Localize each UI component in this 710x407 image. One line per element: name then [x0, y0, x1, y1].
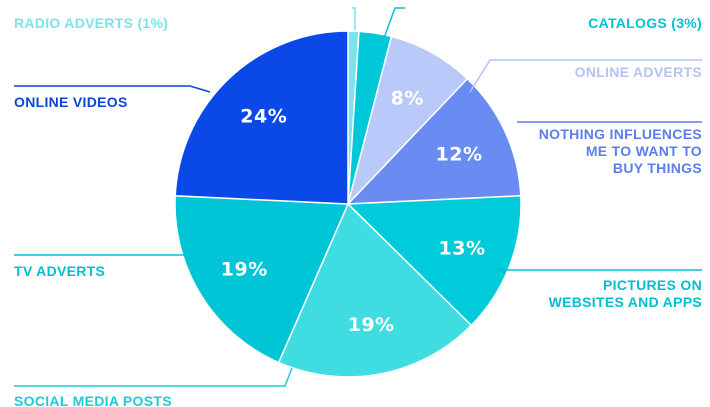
slice-category-label: ONLINE ADVERTS — [575, 64, 702, 80]
slice-category-label: CATALOGS (3%) — [588, 15, 702, 31]
slice-category-label: RADIO ADVERTS (1%) — [14, 15, 168, 31]
slice-percent-label: 12% — [436, 143, 483, 165]
leader-lines — [14, 7, 702, 387]
slice-category-label-line: PICTURES ON — [603, 277, 702, 293]
leader-line — [383, 7, 405, 39]
slice-category-label-line: NOTHING INFLUENCES — [539, 126, 702, 142]
slice-category-label: NOTHING INFLUENCES ME TO WANT TO BUY THING… — [539, 126, 702, 176]
slice-category-label-line: BUY THINGS — [613, 160, 702, 176]
percentage-labels: 8% 12% 13% 19% 19% 24% — [221, 87, 486, 336]
slice-percent-label: 8% — [391, 87, 424, 109]
leader-line — [469, 59, 702, 93]
pie-slice — [346, 194, 522, 327]
slice-category-label-line: CATALOGS (3%) — [588, 15, 702, 31]
slice-category-label: ONLINE VIDEOS — [14, 94, 128, 110]
pie-slice — [277, 202, 473, 378]
slice-percent-label: 19% — [221, 258, 268, 280]
pie-slice — [174, 30, 349, 205]
leader-line — [14, 85, 211, 93]
slice-percent-label: 19% — [348, 314, 395, 336]
pie-slices — [174, 30, 522, 378]
slice-category-label-line: SOCIAL MEDIA POSTS — [14, 393, 172, 407]
slice-category-label-line: ONLINE VIDEOS — [14, 94, 128, 110]
slice-category-label: SOCIAL MEDIA POSTS — [14, 393, 172, 407]
pie-slice — [174, 194, 350, 364]
category-labels: RADIO ADVERTS (1%) CATALOGS (3%) ONLINE AD… — [14, 15, 702, 407]
slice-category-label: TV ADVERTS — [14, 263, 105, 279]
slice-category-label-line: ME TO WANT TO — [586, 143, 702, 159]
leader-line — [352, 7, 356, 30]
pie-slice — [346, 77, 522, 205]
slice-category-label-line: TV ADVERTS — [14, 263, 105, 279]
slice-category-label: PICTURES ON WEBSITES AND APPS — [549, 277, 702, 310]
slice-percent-label: 24% — [240, 106, 287, 128]
pie-slice — [346, 35, 469, 207]
slice-category-label-line: WEBSITES AND APPS — [549, 294, 702, 310]
leader-line — [14, 367, 293, 387]
slice-category-label-line: RADIO ADVERTS (1%) — [14, 15, 168, 31]
slice-category-label-line: ONLINE ADVERTS — [575, 64, 702, 80]
slice-percent-label: 13% — [439, 238, 486, 260]
